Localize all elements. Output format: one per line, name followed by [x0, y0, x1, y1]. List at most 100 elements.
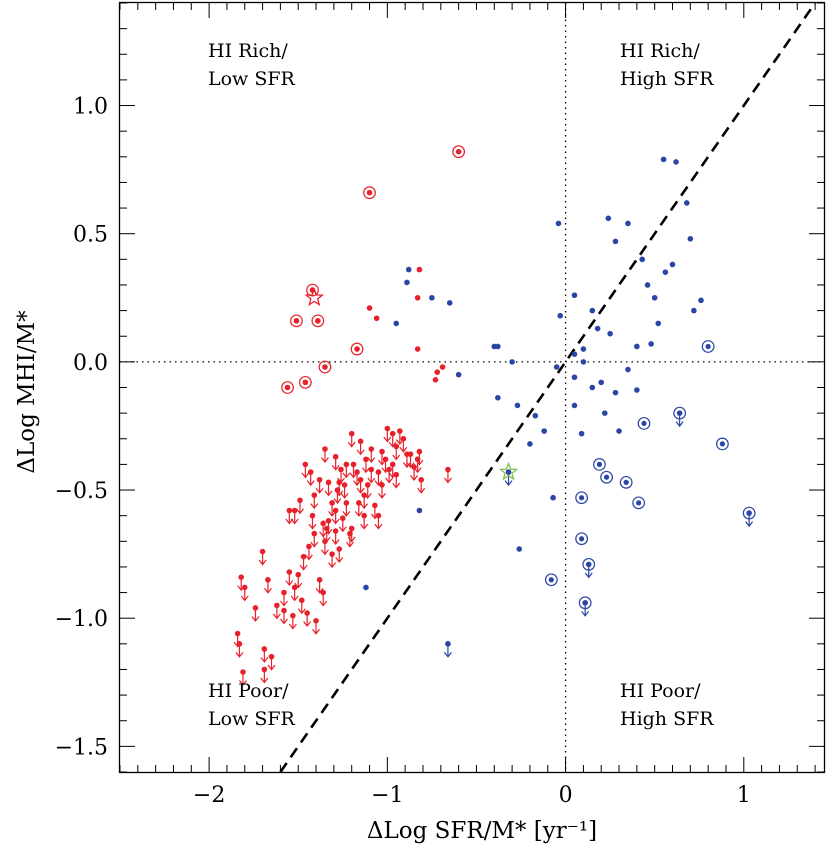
data-points: [233, 145, 756, 687]
circle-marker-blue: [544, 573, 558, 587]
upper-limit-arrow-red: [272, 605, 281, 620]
upper-limit-arrow-red: [267, 656, 276, 671]
data-point-red: [414, 294, 421, 301]
upper-limit-arrow-red: [240, 587, 249, 602]
circle-marker-red: [311, 314, 325, 328]
circle-marker-red: [290, 314, 303, 328]
data-point-blue: [405, 266, 412, 273]
circle-marker-blue: [593, 458, 606, 471]
circled-point-dot-blue: [596, 461, 603, 467]
data-point-red: [293, 318, 300, 324]
circled-point-dot-blue: [636, 500, 642, 506]
upper-limit-arrow-red: [385, 469, 394, 484]
upper-limit-arrow-red: [443, 469, 452, 484]
data-point-blue: [607, 330, 613, 337]
upper-limit-arrow-blue: [443, 643, 452, 658]
upper-limit-arrow-red: [342, 502, 351, 517]
circled-point-dot-blue: [623, 479, 629, 485]
data-point-blue: [429, 294, 435, 301]
circled-point-dot-blue: [579, 495, 585, 501]
circle-marker-red: [350, 342, 364, 356]
star-center-point: [505, 469, 512, 475]
data-point-blue: [495, 343, 501, 350]
upper-limit-arrow-red: [337, 469, 345, 484]
data-point-blue: [541, 428, 547, 434]
data-point-blue: [363, 584, 369, 591]
upper-limit-arrow-red: [324, 482, 333, 497]
data-point-blue: [625, 366, 631, 373]
upper-limit-arrow-red: [402, 454, 411, 469]
upper-limit-arrow-red: [360, 495, 369, 510]
data-point-red: [284, 384, 291, 391]
data-point-red: [455, 148, 462, 155]
upper-limit-arrow-red: [258, 551, 267, 566]
data-point-blue: [571, 351, 578, 357]
upper-limit-arrow-red: [285, 572, 294, 587]
data-point-blue: [589, 307, 596, 314]
quadrant-label-bottom-right-line2: High SFR: [620, 708, 714, 730]
quadrant-label-top-right-line2: High SFR: [620, 68, 714, 90]
data-point-blue: [673, 159, 679, 165]
circle-marker-blue: [578, 596, 592, 610]
data-point-red: [366, 305, 373, 311]
upper-limit-arrow-blue: [581, 602, 590, 617]
quadrant-label-top-right-line1: HI Rich/: [620, 40, 700, 62]
data-point-blue: [527, 441, 533, 447]
upper-limit-arrow-red: [320, 449, 329, 463]
data-point-blue: [516, 546, 523, 552]
upper-limit-arrow-red: [260, 669, 269, 684]
data-point-blue: [589, 384, 596, 391]
data-point-blue: [578, 430, 585, 437]
circled-point-dot-blue: [641, 420, 647, 426]
upper-limit-arrow-red: [297, 600, 306, 615]
upper-limit-arrow-red: [342, 464, 351, 479]
data-point-blue: [580, 346, 587, 352]
upper-limit-arrow-red: [367, 449, 376, 463]
circle-marker-blue: [600, 470, 613, 484]
upper-limit-arrow-red: [279, 610, 288, 625]
data-point-red: [366, 189, 373, 196]
circle-marker-blue: [575, 532, 589, 546]
circle-marker-blue: [582, 557, 596, 571]
circle-marker-red: [318, 360, 332, 374]
data-point-blue: [557, 312, 564, 319]
upper-limit-arrow-red: [315, 479, 324, 494]
circle-marker-blue: [742, 506, 756, 520]
circle-marker-blue: [619, 475, 633, 489]
data-point-blue: [571, 374, 578, 381]
data-point-red: [432, 377, 439, 383]
upper-limit-arrow-red: [378, 451, 386, 466]
data-point-blue: [509, 359, 515, 365]
upper-limit-arrow-red: [290, 587, 299, 602]
y-tick-label: −1.5: [55, 735, 108, 760]
upper-limit-arrow-red: [388, 433, 397, 448]
data-point-red: [434, 369, 441, 375]
upper-limit-arrow-red: [260, 648, 269, 663]
upper-limit-arrow-red: [360, 515, 369, 530]
data-point-blue: [683, 200, 690, 206]
data-point-blue: [550, 494, 556, 501]
data-point-blue: [644, 282, 651, 288]
tick-labels: −2 −1 0 1 −1.5 −1.0 −0.5 0.0 0.5 1.0: [55, 95, 751, 808]
data-point-blue: [404, 279, 410, 286]
upper-limit-arrow-red: [303, 613, 312, 628]
upper-limit-arrow-red: [315, 579, 324, 594]
data-point-blue: [594, 325, 601, 332]
upper-limit-arrow-red: [335, 548, 344, 563]
circle-marker-red: [363, 186, 376, 200]
data-point-blue: [655, 320, 662, 327]
data-point-blue: [634, 387, 640, 393]
upper-limit-arrow-red: [356, 441, 365, 456]
upper-limit-arrow-red: [338, 518, 347, 533]
star-marker-star_green: [498, 461, 519, 481]
data-point-blue: [669, 261, 676, 268]
upper-limit-arrow-red: [239, 672, 247, 687]
upper-limit-arrow-red: [285, 510, 294, 525]
quadrant-label-top-left-line1: HI Rich/: [208, 40, 288, 62]
data-point-blue: [514, 402, 521, 409]
upper-limit-arrow-red: [310, 533, 319, 548]
data-point-blue: [446, 300, 453, 306]
y-tick-label: −1.0: [55, 607, 108, 632]
data-point-blue: [625, 220, 631, 227]
upper-limit-arrow-red: [331, 456, 340, 471]
